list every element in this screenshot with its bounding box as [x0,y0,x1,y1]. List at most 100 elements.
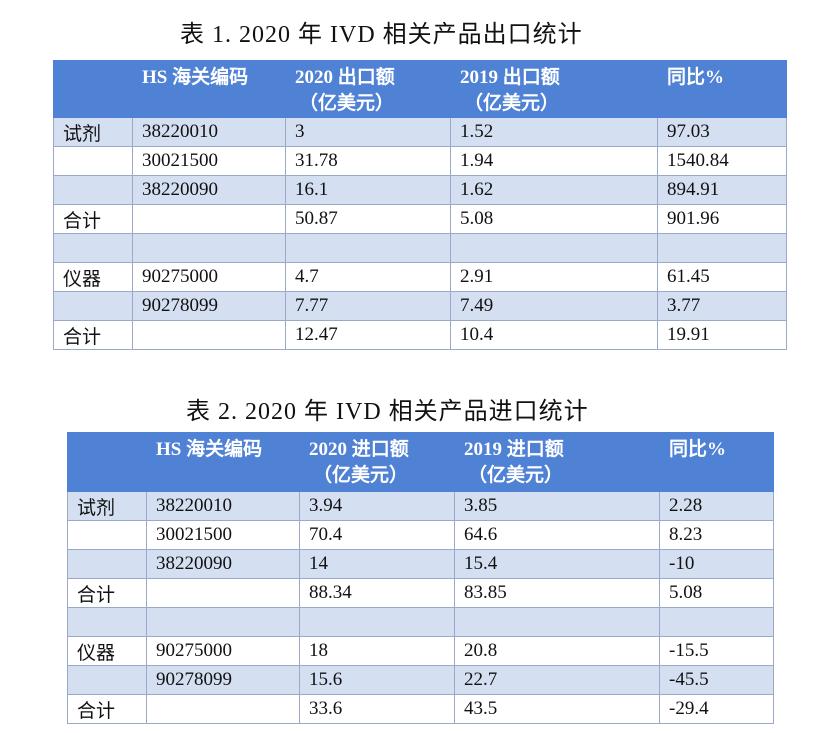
header-unit: （亿美元） [313,465,409,486]
cell-hs-code: 90278099 [132,291,286,321]
header-unit: （亿美元） [468,465,564,486]
cell-value-2020: 88.34 [299,578,455,608]
cell-category: 合计 [53,204,133,234]
cell-yoy-change: 5.08 [659,578,774,608]
header-value-2020: 2020 出口额 （亿美元） [285,60,451,118]
cell-category: 合计 [53,320,133,350]
cell-hs-code: 30021500 [146,520,300,550]
cell-value-2019: 20.8 [454,636,660,666]
cell-value-2019: 7.49 [450,291,658,321]
header-yoy-change: 同比% [657,60,787,118]
cell-value-2019: 5.08 [450,204,658,234]
table-row: 试剂 38220010 3.94 3.85 2.28 [67,491,774,521]
cell-hs-code [146,694,300,724]
cell-value-2020: 50.87 [285,204,451,234]
cell-value-2020: 3 [285,117,451,147]
cell-category [67,665,147,695]
header-category [67,432,147,492]
cell-hs-code: 90278099 [146,665,300,695]
cell-value-2019: 10.4 [450,320,658,350]
table-row: 38220090 16.1 1.62 894.91 [53,175,787,205]
header-label: 同比% [667,67,725,88]
cell-category [53,291,133,321]
cell-hs-code: 38220090 [132,175,286,205]
cell-yoy-change: -10 [659,549,774,579]
header-category [53,60,133,118]
cell-value-2019: 15.4 [454,549,660,579]
cell-category: 合计 [67,694,147,724]
header-yoy-change: 同比% [659,432,774,492]
cell-yoy-change: 2.28 [659,491,774,521]
cell-yoy-change: -15.5 [659,636,774,666]
cell-value-2019: 2.91 [450,262,658,292]
cell-hs-code [132,204,286,234]
table-row [67,607,774,637]
table-row: 仪器 90275000 4.7 2.91 61.45 [53,262,787,292]
table-row: 合计 33.6 43.5 -29.4 [67,694,774,724]
cell-yoy-change: 894.91 [657,175,787,205]
cell-value-2019 [450,233,658,263]
cell-value-2020: 3.94 [299,491,455,521]
cell-value-2019 [454,607,660,637]
cell-category [67,607,147,637]
cell-value-2019: 1.94 [450,146,658,176]
cell-value-2019: 43.5 [454,694,660,724]
cell-yoy-change: 8.23 [659,520,774,550]
cell-hs-code: 90275000 [146,636,300,666]
cell-category [67,520,147,550]
table-row: 仪器 90275000 18 20.8 -15.5 [67,636,774,666]
cell-value-2020: 7.77 [285,291,451,321]
cell-value-2020: 18 [299,636,455,666]
table-row: 38220090 14 15.4 -10 [67,549,774,579]
header-unit: （亿美元） [464,93,560,114]
cell-category: 仪器 [67,636,147,666]
cell-value-2019: 83.85 [454,578,660,608]
header-label: HS 海关编码 [156,439,263,460]
cell-value-2019: 3.85 [454,491,660,521]
cell-value-2019: 22.7 [454,665,660,695]
header-label: 2019 出口额 [460,67,560,88]
table-row [53,233,787,263]
cell-yoy-change: -29.4 [659,694,774,724]
table-row: 合计 12.47 10.4 19.91 [53,320,787,350]
cell-category: 试剂 [67,491,147,521]
cell-category [53,146,133,176]
cell-hs-code [132,233,286,263]
cell-value-2020 [299,607,455,637]
table-2-caption: 表 2. 2020 年 IVD 相关产品进口统计 [186,399,589,425]
cell-value-2020: 4.7 [285,262,451,292]
cell-category: 合计 [67,578,147,608]
cell-value-2020: 70.4 [299,520,455,550]
header-value-2019: 2019 进口额 （亿美元） [454,432,660,492]
header-label: 同比% [669,439,727,460]
cell-category [53,233,133,263]
header-hs-code: HS 海关编码 [132,60,286,118]
cell-value-2020: 16.1 [285,175,451,205]
table-row: 合计 50.87 5.08 901.96 [53,204,787,234]
cell-hs-code [132,320,286,350]
cell-hs-code: 38220010 [132,117,286,147]
cell-category [53,175,133,205]
table-row: 合计 88.34 83.85 5.08 [67,578,774,608]
header-value-2020: 2020 进口额 （亿美元） [299,432,455,492]
table-1-caption: 表 1. 2020 年 IVD 相关产品出口统计 [180,22,583,48]
cell-yoy-change: 61.45 [657,262,787,292]
cell-hs-code [146,607,300,637]
import-table: HS 海关编码 2020 进口额 （亿美元） 2019 进口额 （亿美元） 同比% 试剂 38… [67,432,774,724]
cell-value-2020: 31.78 [285,146,451,176]
header-label: 2019 进口额 [464,439,564,460]
cell-category: 仪器 [53,262,133,292]
cell-yoy-change: 901.96 [657,204,787,234]
cell-yoy-change [659,607,774,637]
cell-hs-code: 90275000 [132,262,286,292]
table-row: 90278099 7.77 7.49 3.77 [53,291,787,321]
table-row: 试剂 38220010 3 1.52 97.03 [53,117,787,147]
cell-category [67,549,147,579]
table-row: 90278099 15.6 22.7 -45.5 [67,665,774,695]
cell-value-2020: 15.6 [299,665,455,695]
cell-value-2019: 1.52 [450,117,658,147]
cell-category: 试剂 [53,117,133,147]
header-label: 2020 出口额 [295,67,395,88]
table-row: 30021500 31.78 1.94 1540.84 [53,146,787,176]
header-row: HS 海关编码 2020 进口额 （亿美元） 2019 进口额 （亿美元） 同比% [67,432,774,492]
